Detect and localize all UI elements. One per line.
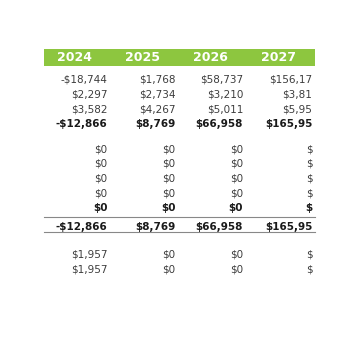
Text: $0: $0: [162, 250, 175, 260]
Text: $0: $0: [162, 144, 175, 154]
Text: $0: $0: [94, 189, 107, 198]
Text: -$12,866: -$12,866: [56, 119, 107, 129]
Text: $156,17: $156,17: [269, 75, 312, 85]
Text: $66,958: $66,958: [196, 222, 243, 232]
Text: $1,957: $1,957: [71, 265, 107, 275]
Text: $0: $0: [230, 144, 243, 154]
Text: $4,267: $4,267: [139, 104, 175, 114]
Text: $: $: [306, 144, 312, 154]
Text: 2024: 2024: [57, 51, 92, 64]
Text: $: $: [306, 265, 312, 275]
Text: $0: $0: [230, 189, 243, 198]
Text: $0: $0: [230, 174, 243, 184]
Text: 2027: 2027: [261, 51, 296, 64]
Text: $3,81: $3,81: [282, 90, 312, 99]
Bar: [44, 49, 315, 66]
Text: $5,011: $5,011: [207, 104, 243, 114]
Text: $165,95: $165,95: [265, 119, 312, 129]
Text: $3,210: $3,210: [207, 90, 243, 99]
Text: $0: $0: [162, 265, 175, 275]
Text: $0: $0: [94, 144, 107, 154]
Text: $0: $0: [94, 159, 107, 169]
Text: $8,769: $8,769: [135, 222, 175, 232]
Text: $5,95: $5,95: [282, 104, 312, 114]
Text: $58,737: $58,737: [200, 75, 243, 85]
Text: $165,95: $165,95: [265, 222, 312, 232]
Text: $0: $0: [229, 203, 243, 214]
Text: $0: $0: [161, 203, 175, 214]
Text: $: $: [306, 174, 312, 184]
Text: $0: $0: [230, 265, 243, 275]
Text: $0: $0: [162, 174, 175, 184]
Text: 2025: 2025: [125, 51, 160, 64]
Text: $0: $0: [94, 174, 107, 184]
Text: $0: $0: [230, 250, 243, 260]
Text: $: $: [306, 250, 312, 260]
Text: $8,769: $8,769: [135, 119, 175, 129]
Text: $1,768: $1,768: [139, 75, 175, 85]
Text: -$12,866: -$12,866: [56, 222, 107, 232]
Text: -$18,744: -$18,744: [61, 75, 107, 85]
Text: $: $: [305, 203, 312, 214]
Text: $0: $0: [162, 159, 175, 169]
Text: $2,297: $2,297: [71, 90, 107, 99]
Text: $0: $0: [162, 189, 175, 198]
Text: $3,582: $3,582: [71, 104, 107, 114]
Text: $2,734: $2,734: [139, 90, 175, 99]
Text: $: $: [306, 159, 312, 169]
Text: $1,957: $1,957: [71, 250, 107, 260]
Text: $0: $0: [93, 203, 107, 214]
Text: $0: $0: [230, 159, 243, 169]
Text: $66,958: $66,958: [196, 119, 243, 129]
Text: 2026: 2026: [193, 51, 228, 64]
Text: $: $: [306, 189, 312, 198]
